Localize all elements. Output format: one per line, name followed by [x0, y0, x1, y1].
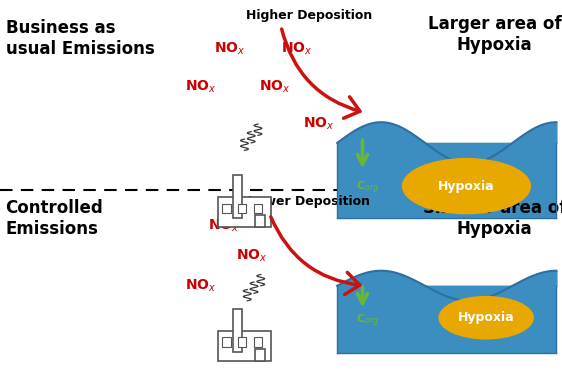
Bar: [218, 197, 271, 227]
Bar: [233, 175, 242, 218]
Text: Higher Deposition: Higher Deposition: [246, 9, 372, 21]
Bar: [223, 204, 231, 213]
Text: Lower Deposition: Lower Deposition: [248, 195, 370, 208]
Text: NO$_x$: NO$_x$: [214, 41, 245, 57]
Bar: [337, 286, 556, 353]
Bar: [238, 337, 247, 347]
Text: C$_{org}$: C$_{org}$: [356, 312, 379, 329]
Text: Hypoxia: Hypoxia: [438, 180, 495, 193]
Text: Larger area of
Hypoxia: Larger area of Hypoxia: [428, 15, 561, 54]
Text: NO$_x$: NO$_x$: [185, 277, 217, 294]
Bar: [233, 309, 242, 352]
Text: Hypoxia: Hypoxia: [458, 311, 514, 324]
Bar: [223, 337, 231, 347]
Text: C$_{org}$: C$_{org}$: [356, 180, 379, 196]
Text: NO$_x$: NO$_x$: [185, 78, 217, 95]
Text: NO$_x$: NO$_x$: [303, 116, 335, 132]
Text: NO$_x$: NO$_x$: [208, 217, 239, 234]
Ellipse shape: [438, 296, 534, 340]
FancyArrowPatch shape: [282, 29, 360, 118]
Text: Controlled
Emissions: Controlled Emissions: [6, 199, 103, 238]
Bar: [337, 143, 556, 218]
Text: Business as
usual Emissions: Business as usual Emissions: [6, 19, 155, 58]
Bar: [253, 204, 262, 213]
Text: NO$_x$: NO$_x$: [281, 41, 312, 57]
Bar: [253, 337, 262, 347]
Ellipse shape: [402, 158, 531, 214]
Text: NO$_x$: NO$_x$: [259, 78, 290, 95]
Bar: [255, 349, 265, 361]
FancyArrowPatch shape: [271, 217, 360, 294]
Text: NO$_x$: NO$_x$: [236, 247, 268, 264]
Bar: [255, 215, 265, 227]
Text: Smaller area of
Hypoxia: Smaller area of Hypoxia: [423, 199, 562, 238]
Bar: [218, 331, 271, 361]
Bar: [238, 204, 247, 213]
